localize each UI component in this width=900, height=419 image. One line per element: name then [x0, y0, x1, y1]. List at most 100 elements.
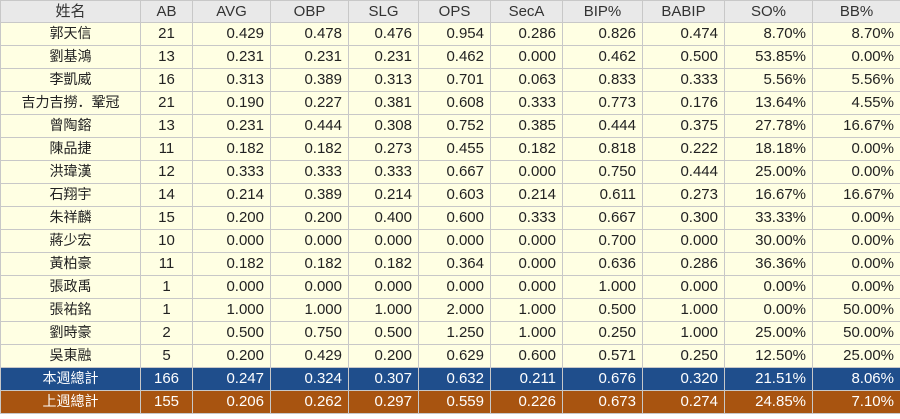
column-header-so: SO% [724, 0, 813, 23]
cell-babip: 0.444 [642, 160, 725, 184]
cell-bip: 0.700 [562, 229, 643, 253]
total-cell-slg: 0.307 [348, 367, 419, 391]
total-cell-seca: 0.226 [490, 390, 563, 414]
cell-ab: 13 [140, 114, 193, 138]
cell-obp: 0.182 [270, 252, 349, 276]
column-header-babip: BABIP [642, 0, 725, 23]
cell-ops: 2.000 [418, 298, 491, 322]
cell-slg: 0.182 [348, 252, 419, 276]
cell-bb: 16.67% [812, 114, 900, 138]
cell-seca: 0.000 [490, 229, 563, 253]
cell-obp: 0.429 [270, 344, 349, 368]
cell-so: 25.00% [724, 321, 813, 345]
column-header-ab: AB [140, 0, 193, 23]
cell-bb: 25.00% [812, 344, 900, 368]
cell-ops: 0.701 [418, 68, 491, 92]
cell-seca: 0.000 [490, 275, 563, 299]
cell-bb: 5.56% [812, 68, 900, 92]
cell-seca: 0.385 [490, 114, 563, 138]
cell-ab: 11 [140, 137, 193, 161]
cell-ab: 16 [140, 68, 193, 92]
cell-so: 36.36% [724, 252, 813, 276]
total-cell-avg: 0.247 [192, 367, 271, 391]
cell-bb: 0.00% [812, 229, 900, 253]
cell-bip: 1.000 [562, 275, 643, 299]
total-cell-obp: 0.262 [270, 390, 349, 414]
cell-bip: 0.833 [562, 68, 643, 92]
cell-seca: 0.182 [490, 137, 563, 161]
table-row: 朱祥麟 15 0.200 0.200 0.400 0.600 0.333 0.667 0.300… [0, 206, 900, 230]
header-row: 姓名 AB AVG OBP SLG OPS SecA BIP% BABIP SO% BB% [0, 0, 900, 23]
cell-ops: 0.954 [418, 22, 491, 46]
cell-so: 16.67% [724, 183, 813, 207]
cell-so: 18.18% [724, 137, 813, 161]
cell-ops: 0.000 [418, 275, 491, 299]
cell-bb: 0.00% [812, 275, 900, 299]
cell-ab: 15 [140, 206, 193, 230]
cell-ops: 0.752 [418, 114, 491, 138]
table-row: 吉力吉撈．鞏冠 21 0.190 0.227 0.381 0.608 0.333 0.773 0… [0, 91, 900, 115]
cell-name: 朱祥麟 [0, 206, 141, 230]
cell-name: 劉基鴻 [0, 45, 141, 69]
cell-so: 8.70% [724, 22, 813, 46]
cell-bb: 0.00% [812, 252, 900, 276]
cell-bb: 0.00% [812, 160, 900, 184]
cell-obp: 0.444 [270, 114, 349, 138]
cell-bip: 0.500 [562, 298, 643, 322]
table-header: 姓名 AB AVG OBP SLG OPS SecA BIP% BABIP SO% BB% [0, 0, 900, 23]
cell-slg: 0.500 [348, 321, 419, 345]
cell-name: 張政禹 [0, 275, 141, 299]
cell-seca: 0.333 [490, 206, 563, 230]
total-cell-bip: 0.673 [562, 390, 643, 414]
cell-slg: 0.476 [348, 22, 419, 46]
cell-ops: 0.608 [418, 91, 491, 115]
cell-seca: 0.000 [490, 252, 563, 276]
cell-babip: 0.000 [642, 275, 725, 299]
total-cell-bb: 8.06% [812, 367, 900, 391]
cell-bb: 0.00% [812, 45, 900, 69]
cell-name: 郭天信 [0, 22, 141, 46]
total-cell-so: 21.51% [724, 367, 813, 391]
cell-avg: 0.313 [192, 68, 271, 92]
cell-ab: 2 [140, 321, 193, 345]
table-row: 蔣少宏 10 0.000 0.000 0.000 0.000 0.000 0.700 0.000… [0, 229, 900, 253]
cell-ops: 0.364 [418, 252, 491, 276]
total-cell-babip: 0.274 [642, 390, 725, 414]
cell-seca: 0.000 [490, 45, 563, 69]
column-header-avg: AVG [192, 0, 271, 23]
column-header-seca: SecA [490, 0, 563, 23]
cell-obp: 0.000 [270, 275, 349, 299]
total-cell-bip: 0.676 [562, 367, 643, 391]
cell-bip: 0.636 [562, 252, 643, 276]
cell-so: 53.85% [724, 45, 813, 69]
cell-slg: 0.381 [348, 91, 419, 115]
total-cell-ops: 0.632 [418, 367, 491, 391]
table-row: 張祐銘 1 1.000 1.000 1.000 2.000 1.000 0.500 1.000 0… [0, 298, 900, 322]
cell-ops: 0.462 [418, 45, 491, 69]
cell-ab: 21 [140, 91, 193, 115]
cell-babip: 0.222 [642, 137, 725, 161]
column-header-bb: BB% [812, 0, 900, 23]
cell-name: 陳品捷 [0, 137, 141, 161]
cell-bip: 0.773 [562, 91, 643, 115]
table-row: 石翔宇 14 0.214 0.389 0.214 0.603 0.214 0.611 0.273… [0, 183, 900, 207]
table-row: 陳品捷 11 0.182 0.182 0.273 0.455 0.182 0.818 0.222… [0, 137, 900, 161]
cell-slg: 0.000 [348, 275, 419, 299]
table-row: 郭天信 21 0.429 0.478 0.476 0.954 0.286 0.826 0.474… [0, 22, 900, 46]
cell-bb: 0.00% [812, 137, 900, 161]
cell-babip: 0.474 [642, 22, 725, 46]
cell-so: 13.64% [724, 91, 813, 115]
cell-bip: 0.826 [562, 22, 643, 46]
cell-avg: 0.231 [192, 114, 271, 138]
cell-ab: 12 [140, 160, 193, 184]
cell-bip: 0.667 [562, 206, 643, 230]
cell-babip: 0.500 [642, 45, 725, 69]
cell-avg: 0.333 [192, 160, 271, 184]
cell-avg: 0.200 [192, 344, 271, 368]
cell-so: 25.00% [724, 160, 813, 184]
cell-babip: 1.000 [642, 321, 725, 345]
total-cell-seca: 0.211 [490, 367, 563, 391]
cell-ab: 21 [140, 22, 193, 46]
column-header-obp: OBP [270, 0, 349, 23]
